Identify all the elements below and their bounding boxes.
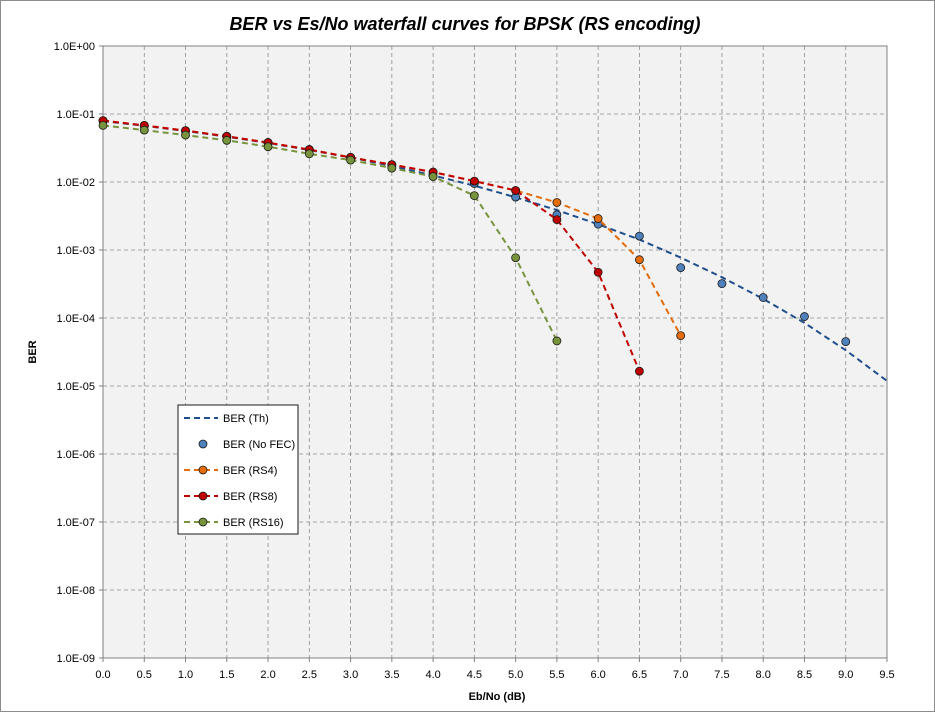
- x-tick-label: 2.0: [260, 669, 275, 681]
- data-point: [469, 191, 479, 201]
- data-point: [304, 149, 314, 159]
- data-point: [676, 331, 686, 341]
- x-tick-label: 6.0: [591, 669, 606, 681]
- x-tick-label: 7.0: [673, 669, 688, 681]
- x-tick-label: 4.5: [467, 669, 482, 681]
- y-tick-label: 1.0E-06: [56, 449, 95, 461]
- x-tick-label: 0.0: [95, 669, 110, 681]
- y-tick-label: 1.0E-05: [56, 381, 95, 393]
- legend-swatch-marker: [198, 439, 208, 449]
- x-axis-ticks: 0.0 0.5 1.0 1.5 2.0 2.5 3.0 3.5 4.0 4.5 5.0 5.5 6.0 6…: [95, 658, 895, 681]
- legend-item: BER (RS16): [184, 517, 284, 529]
- data-point: [635, 366, 644, 376]
- data-point: [841, 337, 851, 346]
- y-tick-label: 1.0E-08: [56, 585, 95, 597]
- legend-label: BER (Th): [223, 413, 269, 425]
- data-point: [181, 130, 190, 140]
- data-point: [593, 214, 603, 223]
- data-point: [469, 176, 479, 186]
- legend-swatch-marker: [198, 517, 208, 527]
- chart-title: BER vs Es/No waterfall curves for BPSK (…: [229, 14, 700, 34]
- x-tick-label: 0.5: [137, 669, 152, 681]
- data-point: [635, 255, 644, 265]
- legend-label: BER (RS4): [223, 465, 277, 477]
- data-point: [552, 215, 562, 224]
- x-tick-label: 3.0: [343, 669, 358, 681]
- series-ber-rs16: [98, 120, 562, 346]
- data-point: [428, 172, 438, 182]
- y-tick-label: 1.0E-07: [56, 517, 95, 529]
- plot-area: [102, 45, 888, 659]
- x-axis-label: Eb/No (dB): [469, 691, 526, 703]
- y-tick-label: 1.0E+00: [54, 41, 95, 53]
- x-tick-label: 9.0: [838, 669, 853, 681]
- legend-label: BER (RS8): [223, 491, 277, 503]
- legend-swatch-marker: [198, 491, 208, 501]
- legend-item: BER (RS4): [184, 465, 277, 477]
- data-point: [511, 186, 521, 195]
- data-point: [552, 336, 562, 346]
- x-tick-label: 5.0: [508, 669, 523, 681]
- data-point: [346, 155, 355, 165]
- data-point: [139, 125, 149, 135]
- y-tick-label: 1.0E-04: [56, 313, 95, 325]
- data-point: [552, 198, 562, 207]
- data-point: [593, 267, 603, 277]
- x-tick-label: 4.0: [425, 669, 440, 681]
- y-axis-label: BER: [27, 340, 39, 363]
- legend: BER (Th) BER (No FEC) BER (RS4) BER (RS8) BE…: [177, 404, 299, 535]
- y-tick-label: 1.0E-09: [56, 653, 95, 665]
- data-point: [676, 263, 686, 273]
- data-point: [800, 312, 809, 321]
- data-point: [98, 120, 108, 130]
- legend-item: BER (No FEC): [198, 439, 295, 451]
- legend-swatch-marker: [198, 465, 208, 475]
- series-line: [102, 119, 641, 372]
- y-tick-label: 1.0E-03: [56, 245, 95, 257]
- data-point: [511, 253, 521, 263]
- data-point: [222, 135, 232, 145]
- series-layer: [98, 116, 888, 382]
- x-tick-label: 5.5: [549, 669, 564, 681]
- x-tick-label: 6.5: [632, 669, 647, 681]
- plot-background: [102, 45, 888, 659]
- x-tick-label: 8.0: [756, 669, 771, 681]
- legend-item: BER (RS8): [184, 491, 277, 503]
- data-point: [263, 142, 273, 152]
- legend-item: BER (Th): [184, 413, 269, 425]
- series-line: [102, 124, 558, 342]
- legend-label: BER (RS16): [223, 517, 284, 529]
- data-point: [387, 163, 397, 173]
- legend-label: BER (No FEC): [223, 439, 295, 451]
- y-axis-ticks: 1.0E+00 1.0E-01 1.0E-02 1.0E-03 1.0E-04 1.0E-…: [54, 41, 103, 665]
- x-tick-label: 8.5: [797, 669, 812, 681]
- x-tick-label: 2.5: [302, 669, 317, 681]
- x-tick-label: 1.0: [178, 669, 193, 681]
- data-point: [635, 231, 644, 241]
- y-tick-label: 1.0E-01: [56, 109, 95, 121]
- x-tick-label: 9.5: [879, 669, 894, 681]
- x-tick-label: 1.5: [219, 669, 234, 681]
- data-point: [758, 293, 768, 302]
- x-tick-label: 7.5: [714, 669, 729, 681]
- x-tick-label: 3.5: [384, 669, 399, 681]
- y-tick-label: 1.0E-02: [56, 177, 95, 189]
- data-point: [717, 279, 727, 289]
